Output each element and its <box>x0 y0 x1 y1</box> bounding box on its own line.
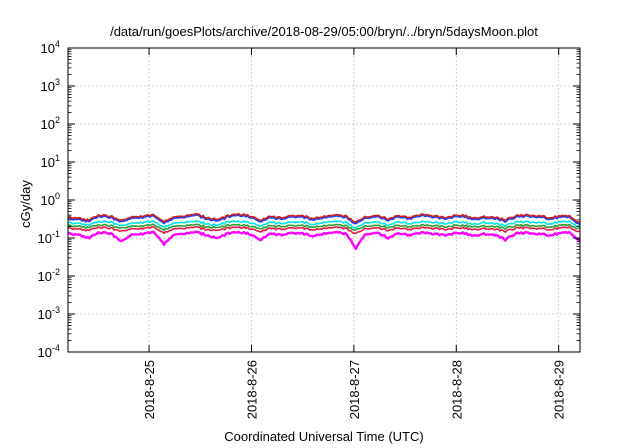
x-tick-label: 2018-8-26 <box>244 360 259 419</box>
series-line <box>67 212 581 224</box>
grid-lines <box>68 48 580 352</box>
y-tick-label: 100 <box>41 191 60 208</box>
x-tick-label: 2018-8-28 <box>449 360 464 419</box>
y-tick-label: 101 <box>41 153 60 170</box>
x-axis-ticks: 2018-8-25 2018-8-26 2018-8-27 2018-8-28 2018… <box>142 48 567 419</box>
y-tick-label: 104 <box>41 39 60 56</box>
x-tick-label: 2018-8-29 <box>552 360 567 419</box>
y-tick-label: 10-1 <box>38 229 60 246</box>
x-tick-label: 2018-8-27 <box>347 360 362 419</box>
y-tick-label: 10-3 <box>38 305 60 322</box>
y-axis-ticks: 104 103 102 101 100 10-1 10-2 10-3 10-4 <box>38 39 580 360</box>
series-line <box>67 223 581 232</box>
x-tick-label: 2018-8-25 <box>142 360 157 419</box>
series-line <box>67 225 581 235</box>
y-tick-label: 102 <box>41 115 60 132</box>
y-tick-label: 103 <box>41 77 60 94</box>
y-tick-label: 10-4 <box>38 343 60 360</box>
chart-title: /data/run/goesPlots/archive/2018-08-29/0… <box>110 24 538 39</box>
series-line <box>67 230 581 251</box>
y-axis-label: cGy/day <box>18 180 33 228</box>
x-axis-label: Coordinated Universal Time (UTC) <box>224 429 423 444</box>
series-line <box>67 220 581 229</box>
series-group <box>67 212 581 251</box>
y-tick-label: 10-2 <box>38 267 60 284</box>
